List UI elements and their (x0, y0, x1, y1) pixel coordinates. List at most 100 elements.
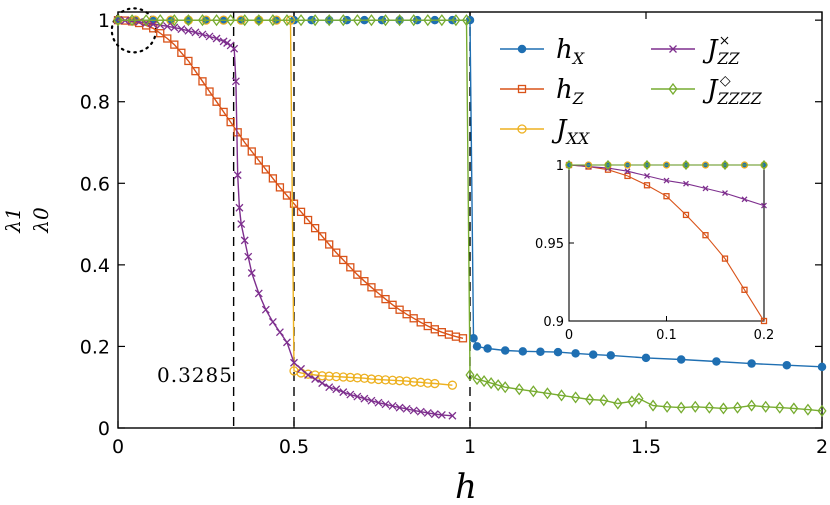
point-JZZZZ (240, 14, 250, 27)
point-hX (606, 351, 616, 360)
inset-point-JZZ (722, 190, 728, 197)
point-hZ (310, 224, 320, 233)
inset-point-hZ (624, 172, 631, 180)
point-JZZ (254, 289, 263, 298)
point-JZZ (231, 77, 240, 86)
point-hX (483, 344, 492, 353)
legend-entry-hX: hX (500, 35, 585, 68)
y-axis-title-numerator: λ1 (1, 207, 25, 233)
point-JZZ (135, 17, 144, 26)
point-hX (518, 347, 528, 356)
point-hZ (219, 107, 228, 117)
legend-entry-JXX: JXX (500, 115, 590, 148)
point-hZ (261, 165, 270, 174)
inset-y-tick-label: 0.9 (543, 315, 564, 330)
point-JZZZZ (817, 404, 827, 417)
point-JZZZZ (352, 14, 362, 27)
legend-label-hZ: hZ (556, 75, 585, 108)
x-tick-label: 0 (112, 436, 124, 458)
point-JZZ (223, 39, 232, 47)
line-JZZZZ (118, 19, 823, 412)
point-hZ (184, 56, 193, 66)
y-tick-label: 0.6 (80, 173, 110, 195)
point-JZZZZ (324, 14, 334, 27)
inset-point-JZZZZ (760, 159, 768, 171)
point-JZZ (448, 411, 457, 420)
point-JZZZZ (775, 401, 785, 414)
point-JZZ (346, 390, 355, 399)
point-hX (536, 347, 545, 356)
point-JZZ (261, 305, 270, 314)
point-JZZ (304, 371, 313, 379)
point-hZ (198, 77, 207, 86)
point-JZZZZ (169, 14, 179, 27)
point-JZZ (332, 385, 341, 394)
inset-y-tick-label: 1 (556, 159, 564, 174)
legend-label-JZZZZ: JZZZZ◇ (702, 73, 763, 108)
x-axis-title: h (455, 467, 477, 505)
point-hZ (346, 263, 355, 272)
line-JZZ (117, 19, 453, 417)
inset-point-JZZ (741, 196, 748, 203)
point-JXX (324, 371, 334, 381)
point-JZZZZ (423, 14, 433, 27)
point-hX (553, 347, 563, 357)
point-JZZZZ (472, 372, 482, 386)
point-JXX (303, 369, 313, 379)
point-JXX (387, 375, 398, 385)
legend-label-hX: hX (556, 35, 585, 68)
point-JZZZZ (437, 14, 447, 27)
point-hZ (325, 240, 334, 249)
inset-point-hZ (682, 211, 690, 219)
point-JZZ (184, 26, 193, 35)
legend-marker-hZ (517, 84, 527, 94)
series-JZZ (114, 16, 457, 420)
point-JXX (394, 376, 405, 386)
point-hZ (226, 117, 235, 127)
series-JZZZZ (113, 14, 827, 417)
legend-entry-hZ: hZ (500, 75, 585, 108)
legend-marker-JZZZZ (668, 82, 678, 96)
point-hZ (381, 294, 390, 304)
inset-series-JZZZZ (565, 159, 768, 171)
point-JZZZZ (465, 368, 475, 382)
point-JZZ (374, 398, 383, 407)
legend-entry-JZZ: JZZ× (651, 33, 741, 68)
point-hZ (212, 97, 221, 106)
point-hZ (458, 334, 468, 343)
point-hX (472, 342, 482, 351)
inset-point-JZZZZ (565, 159, 573, 171)
inset-point-hZ (741, 286, 748, 293)
point-JXX (331, 371, 341, 382)
point-hZ (247, 147, 256, 156)
point-JZZ (198, 30, 207, 39)
point-JZZ (240, 236, 249, 245)
point-JZZ (388, 402, 397, 410)
point-JXX (352, 373, 363, 383)
point-JZZZZ (211, 14, 222, 27)
point-JZZ (402, 404, 411, 413)
point-JZZZZ (514, 383, 524, 396)
point-JZZZZ (803, 403, 813, 416)
point-JXX (380, 375, 391, 385)
point-JZZ (191, 28, 200, 37)
point-hZ (360, 277, 369, 286)
point-JZZ (283, 338, 291, 347)
point-JZZZZ (451, 14, 461, 27)
point-hZ (156, 29, 165, 38)
point-JZZZZ (599, 394, 609, 407)
x-tick-label: 2 (816, 436, 828, 458)
point-hZ (177, 48, 186, 57)
point-JZZZZ (395, 14, 405, 27)
point-JZZ (437, 410, 446, 419)
point-hZ (282, 191, 292, 200)
point-hZ (303, 215, 313, 225)
point-JZZZZ (380, 14, 391, 27)
inset-point-hZ (663, 193, 670, 200)
point-JZZ (430, 410, 439, 419)
point-hZ (388, 300, 397, 309)
x-tick-label: 0.5 (279, 436, 309, 458)
point-JZZZZ (268, 14, 278, 27)
y-tick-label: 0 (98, 418, 110, 440)
